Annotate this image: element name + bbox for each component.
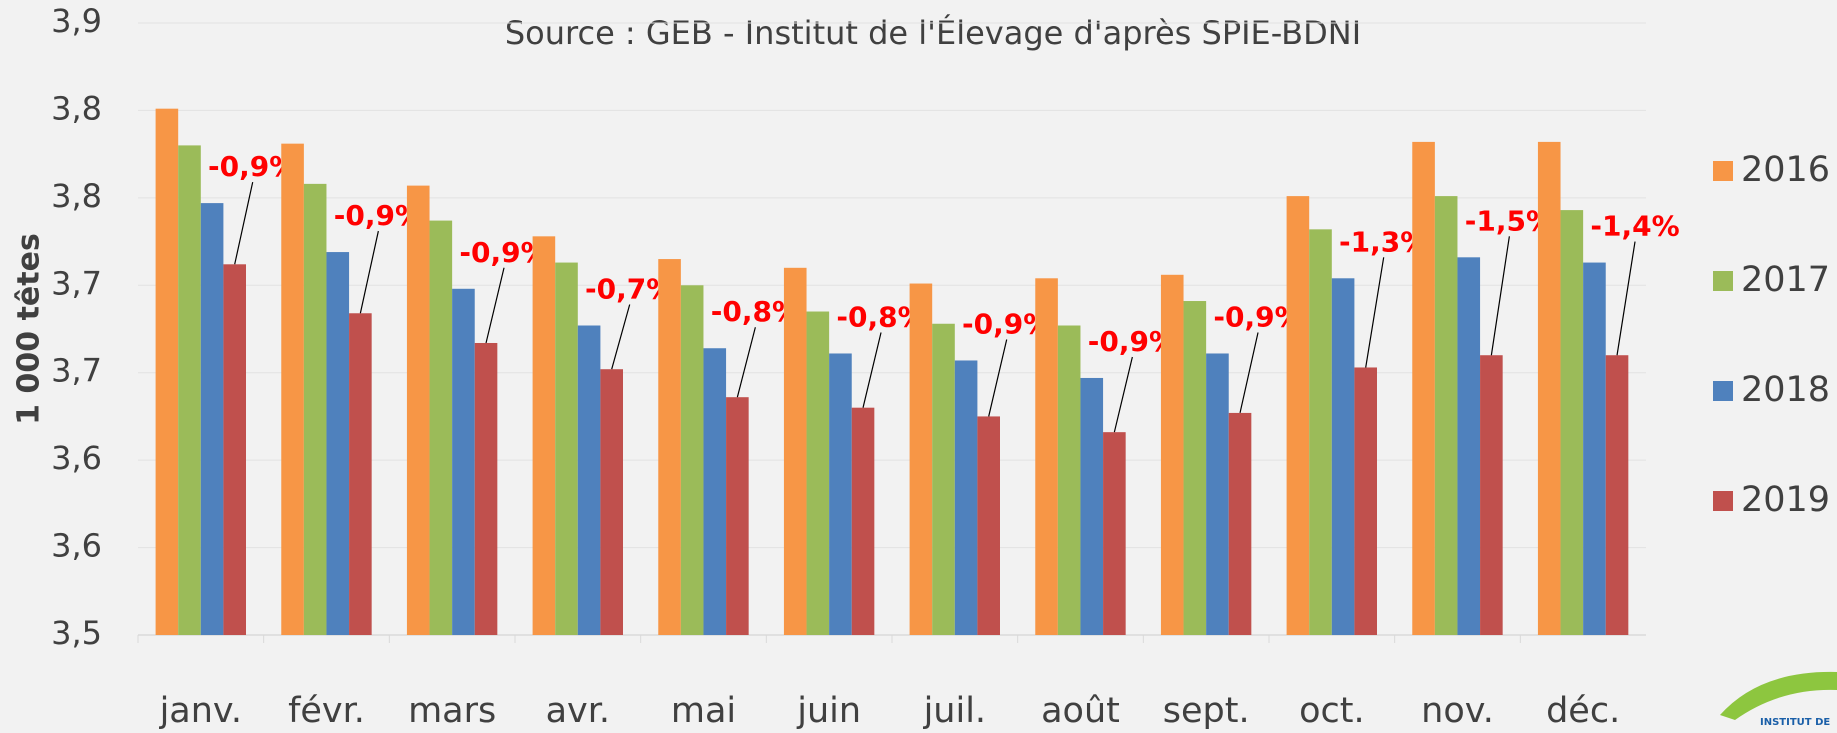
leader-line	[862, 332, 882, 408]
bar	[281, 143, 304, 635]
legend-label: 2016	[1741, 150, 1830, 190]
bar	[954, 360, 978, 635]
leader-line	[611, 304, 631, 370]
y-tick-label: 3,7	[51, 352, 102, 390]
y-tick-label: 3,5	[51, 614, 102, 652]
leader-line	[1239, 332, 1259, 414]
bar	[658, 259, 681, 635]
bar	[680, 285, 704, 635]
bar	[829, 353, 852, 635]
bar	[1206, 353, 1229, 635]
annotation: -1,4%	[1590, 210, 1679, 243]
leader-line	[485, 267, 505, 344]
legend-swatch	[1713, 161, 1733, 181]
bar	[1309, 229, 1332, 635]
bar	[1583, 262, 1606, 635]
x-tick-label: oct.	[1299, 691, 1365, 731]
x-tick-label: nov.	[1421, 691, 1494, 731]
bar	[726, 397, 749, 635]
bar	[977, 416, 1000, 635]
bar	[1412, 141, 1435, 635]
y-tick-label: 3,6	[51, 527, 102, 565]
leader-line	[1113, 356, 1133, 433]
bar	[452, 288, 475, 635]
bar	[1183, 301, 1207, 635]
bar	[406, 185, 430, 636]
x-tick-label: août	[1041, 691, 1120, 731]
x-tick-label: sept.	[1163, 691, 1250, 731]
x-tick-label: juin	[796, 691, 861, 731]
bar	[429, 220, 453, 636]
x-tick-label: mars	[408, 691, 496, 731]
bar	[1057, 325, 1081, 635]
bar	[1080, 377, 1104, 635]
bar	[474, 342, 498, 635]
bar	[806, 311, 830, 635]
svg-text:INSTITUT DE: INSTITUT DE	[1760, 717, 1830, 728]
y-tick-label: 3,7	[51, 264, 102, 302]
bar	[1480, 355, 1503, 635]
x-tick-label: déc.	[1546, 691, 1620, 731]
bar	[200, 203, 224, 636]
leader-line	[1490, 236, 1510, 356]
leader-line	[359, 230, 379, 314]
bar	[1457, 257, 1481, 635]
bar	[909, 283, 933, 635]
leader-line	[234, 181, 254, 265]
bar	[1286, 196, 1310, 635]
bar	[1331, 278, 1355, 635]
x-tick-label: avr.	[546, 691, 610, 731]
bar	[155, 108, 179, 636]
bar	[1354, 367, 1377, 635]
bar	[1103, 432, 1126, 635]
legend-label: 2017	[1741, 260, 1830, 300]
bar	[349, 313, 372, 635]
leader-line	[1365, 257, 1385, 368]
bar	[1035, 278, 1058, 635]
legend-label: 2019	[1741, 480, 1830, 520]
leader-line	[736, 327, 756, 398]
x-tick-label: juil.	[923, 691, 986, 731]
bar	[1160, 274, 1184, 635]
bar	[703, 348, 727, 635]
y-tick-label: 3,8	[51, 177, 102, 215]
y-tick-label: 3,9	[51, 2, 102, 40]
y-tick-label: 3,6	[51, 439, 102, 477]
bar	[1434, 196, 1458, 635]
chart-title: Source : GEB - Institut de l'Élevage d'a…	[505, 14, 1361, 52]
legend-swatch	[1713, 381, 1733, 401]
bar	[303, 183, 327, 635]
y-axis-label: 1 000 têtes	[12, 233, 47, 425]
leader-line	[988, 339, 1008, 417]
bar	[555, 262, 578, 635]
bar	[532, 236, 556, 635]
legend-swatch	[1713, 491, 1733, 511]
bar	[326, 252, 350, 635]
bar	[577, 325, 601, 635]
legend-swatch	[1713, 271, 1733, 291]
bar	[851, 407, 875, 635]
y-tick-label: 3,8	[51, 89, 102, 127]
bar	[223, 264, 246, 635]
x-tick-label: mai	[671, 691, 736, 731]
legend-label: 2018	[1741, 370, 1830, 410]
bar	[1605, 355, 1629, 635]
bar	[1560, 210, 1584, 635]
bar	[600, 369, 623, 635]
logo: INSTITUT DE	[1720, 671, 1837, 728]
x-tick-label: janv.	[159, 691, 242, 731]
bar	[178, 145, 201, 635]
bar	[1228, 412, 1252, 635]
bar	[932, 323, 955, 635]
leader-line	[1616, 241, 1636, 356]
x-tick-label: févr.	[288, 691, 365, 731]
bar	[783, 267, 807, 635]
bar	[1537, 141, 1561, 635]
